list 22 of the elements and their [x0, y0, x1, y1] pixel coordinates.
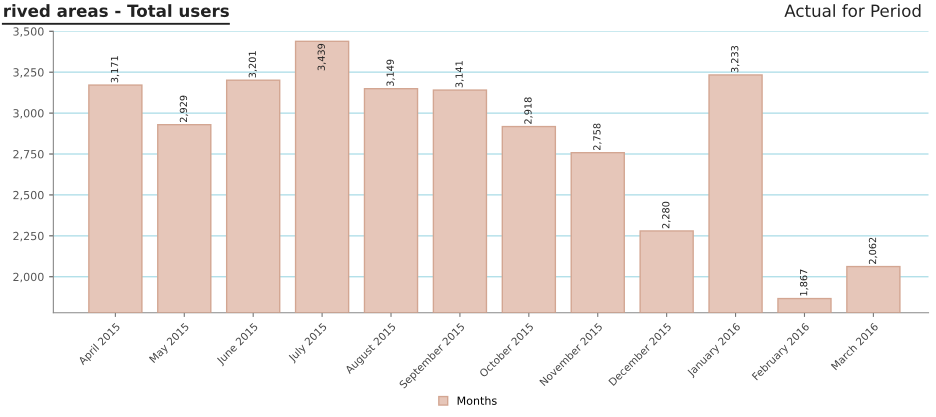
y-tick-label: 2,750 — [13, 150, 44, 160]
data-label: 2,918 — [524, 97, 533, 124]
data-label: 3,201 — [248, 51, 258, 78]
y-tick-label: 3,250 — [13, 68, 44, 78]
y-tick-label: 3,500 — [13, 27, 44, 37]
y-tick-label: 2,000 — [13, 272, 44, 282]
y-tick-label: 3,000 — [13, 109, 44, 119]
data-label: 2,062 — [868, 238, 878, 264]
y-tick-label: 2,500 — [13, 190, 44, 200]
chart-title: rived areas - Total users — [4, 4, 229, 18]
data-label: 1,867 — [800, 270, 808, 296]
y-tick-label: 2,250 — [13, 232, 44, 242]
data-label: 3,141 — [455, 61, 464, 88]
legend-label: Months — [458, 396, 497, 405]
chart-subtitle: Actual for Period — [784, 4, 920, 18]
data-label: 3,233 — [731, 46, 740, 72]
data-label: 3,149 — [386, 60, 395, 86]
data-label: 2,280 — [662, 202, 670, 228]
data-label: 2,929 — [180, 96, 188, 122]
data-label: 2,758 — [593, 124, 602, 150]
data-label: 3,171 — [110, 56, 120, 82]
data-label: 3,439 — [318, 44, 326, 70]
